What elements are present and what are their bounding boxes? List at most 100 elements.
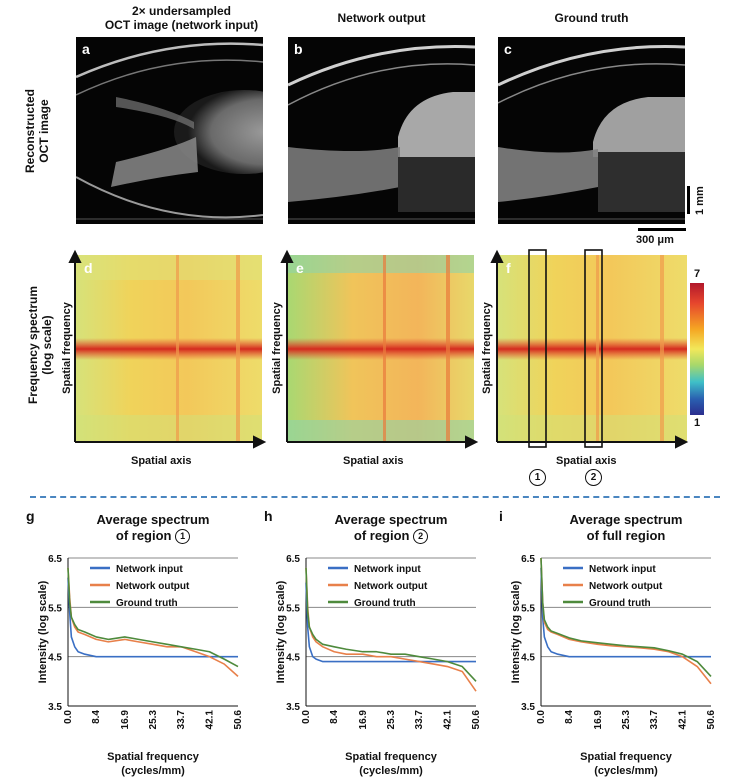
xtick-label-i-6: 50.6 xyxy=(706,710,717,730)
colorbar xyxy=(690,283,704,415)
panel-letter-d: d xyxy=(84,260,93,276)
oct-image-input: a xyxy=(76,37,263,224)
legend-label-h-2: Ground truth xyxy=(354,598,416,609)
legend-label-i-1: Network output xyxy=(589,581,663,592)
xtick-label-h-5: 42.1 xyxy=(442,710,453,730)
column-title-ground-truth: Ground truth xyxy=(554,11,629,25)
xtick-label-g-3: 25.3 xyxy=(148,710,159,730)
oct-image-ground-truth-art xyxy=(498,45,685,220)
legend-label-g-1: Network output xyxy=(116,581,190,592)
series-line-g-2 xyxy=(67,567,239,668)
column-title-input-line1: 2× undersampled xyxy=(131,4,232,18)
region-2-box xyxy=(584,249,603,448)
xtick-label-h-0: 0.0 xyxy=(301,710,312,724)
legend-label-i-0: Network input xyxy=(589,564,656,575)
plot-title-text-i: of full region xyxy=(586,528,666,543)
scale-bar-vertical xyxy=(687,186,690,214)
ytick-label-h-3: 6.5 xyxy=(286,554,300,565)
plot-title-line2-g: of region 1 xyxy=(68,528,238,544)
spectrum-axes xyxy=(68,249,689,449)
ytick-label-h-1: 4.5 xyxy=(286,653,300,664)
colorbar-min-label: 1 xyxy=(694,417,701,429)
xtick-label-g-4: 33.7 xyxy=(176,710,187,730)
region-2-marker: 2 xyxy=(585,469,602,486)
xtick-label-i-1: 8.4 xyxy=(564,710,575,724)
plot-svg-h: 3.5 4.5 5.5 6.5 0.0 8.4 16.9 25.3 33.7 42.1 50.6 Ne… xyxy=(276,554,482,777)
ytick-label-g-3: 6.5 xyxy=(48,554,62,565)
xlabel-g: Spatial frequency xyxy=(107,751,200,763)
xtick-label-g-5: 42.1 xyxy=(204,710,215,730)
xtick-label-h-3: 25.3 xyxy=(386,710,397,730)
ytick-label-h-2: 5.5 xyxy=(286,603,300,614)
spectrum-panel-e xyxy=(287,255,474,442)
panel-letter-e: e xyxy=(296,260,304,276)
plot-title-line2-h: of region 2 xyxy=(306,528,476,544)
oct-image-output: b xyxy=(288,37,475,224)
ytick-label-i-3: 6.5 xyxy=(521,554,535,565)
xtick-label-h-6: 50.6 xyxy=(471,710,482,730)
xtick-label-i-0: 0.0 xyxy=(536,710,547,724)
plot-title-text-g: of region xyxy=(115,528,176,543)
spectrum-d-ylabel: Spatial frequency xyxy=(61,302,73,394)
plot-title-line2-i: of full region xyxy=(541,528,711,544)
spectrum-d-xlabel: Spatial axis xyxy=(131,455,192,467)
spectrum-e-xlabel: Spatial axis xyxy=(343,455,404,467)
panel-letter-h: h xyxy=(264,508,273,524)
ytick-label-i-0: 3.5 xyxy=(521,702,535,713)
xtick-label-i-2: 16.9 xyxy=(593,710,604,730)
panel-letter-g: g xyxy=(26,508,35,524)
plot-title-region-marker-g: 1 xyxy=(175,529,191,544)
panel-letter-c: c xyxy=(504,41,512,57)
series-line-i-2 xyxy=(540,557,712,677)
series-line-i-1 xyxy=(540,557,712,685)
ytick-label-h-0: 3.5 xyxy=(286,702,300,713)
column-title-input-line2: OCT image (network input) xyxy=(104,18,259,32)
panel-letter-b: b xyxy=(294,41,303,57)
plot-title-h: Average spectrum of region 2 xyxy=(306,512,476,544)
plot-title-line1-h: Average spectrum xyxy=(334,512,448,527)
column-title-input: 2× undersampled OCT image (network input… xyxy=(88,4,275,32)
ylabel-g: Intensity (log scale) xyxy=(38,580,49,683)
xlabel-units-g: (cycles/mm) xyxy=(121,765,185,777)
scale-bar-horizontal xyxy=(638,228,686,231)
ytick-label-i-2: 5.5 xyxy=(521,603,535,614)
plot-title-line1-i: Average spectrum xyxy=(569,512,683,527)
region-1-box xyxy=(528,249,547,448)
colorbar-max-label: 7 xyxy=(694,268,701,280)
xlabel-units-h: (cycles/mm) xyxy=(359,765,423,777)
ytick-label-g-0: 3.5 xyxy=(48,702,62,713)
ytick-label-g-2: 5.5 xyxy=(48,603,62,614)
section-divider xyxy=(30,496,720,498)
xlabel-h: Spatial frequency xyxy=(345,751,438,763)
spectrum-panel-d xyxy=(75,255,262,442)
xlabel-i: Spatial frequency xyxy=(580,751,673,763)
legend-label-i-2: Ground truth xyxy=(589,598,651,609)
xtick-label-i-3: 25.3 xyxy=(621,710,632,730)
plot-title-text-h: of region xyxy=(353,528,414,543)
xtick-label-g-6: 50.6 xyxy=(233,710,244,730)
xtick-label-h-4: 33.7 xyxy=(414,710,425,730)
series-line-h-2 xyxy=(305,567,477,682)
xtick-label-g-2: 16.9 xyxy=(120,710,131,730)
xtick-label-i-5: 42.1 xyxy=(677,710,688,730)
region-1-marker: 1 xyxy=(529,469,546,486)
series-line-g-0 xyxy=(67,577,238,658)
ylabel-i: Intensity (log scale) xyxy=(511,580,522,683)
xtick-label-i-4: 33.7 xyxy=(649,710,660,730)
spectrum-e-ylabel: Spatial frequency xyxy=(271,302,283,394)
legend-label-h-0: Network input xyxy=(354,564,421,575)
panel-letter-i: i xyxy=(499,508,503,524)
panel-letter-a: a xyxy=(82,41,90,57)
oct-image-output-art xyxy=(288,45,475,220)
ytick-label-g-1: 4.5 xyxy=(48,653,62,664)
ytick-label-i-1: 4.5 xyxy=(521,653,535,664)
plot-title-region-marker-h: 2 xyxy=(413,529,429,544)
plot-svg-g: 3.5 4.5 5.5 6.5 0.0 8.4 16.9 25.3 33.7 42.1 50.6 Ne… xyxy=(38,554,244,777)
xtick-label-h-2: 16.9 xyxy=(358,710,369,730)
oct-image-ground-truth: c xyxy=(498,37,685,224)
plot-title-line1-g: Average spectrum xyxy=(96,512,210,527)
series-line-i-0 xyxy=(540,567,711,658)
xtick-label-g-0: 0.0 xyxy=(63,710,74,724)
legend-label-g-0: Network input xyxy=(116,564,183,575)
spectrum-panel-f xyxy=(497,249,687,448)
